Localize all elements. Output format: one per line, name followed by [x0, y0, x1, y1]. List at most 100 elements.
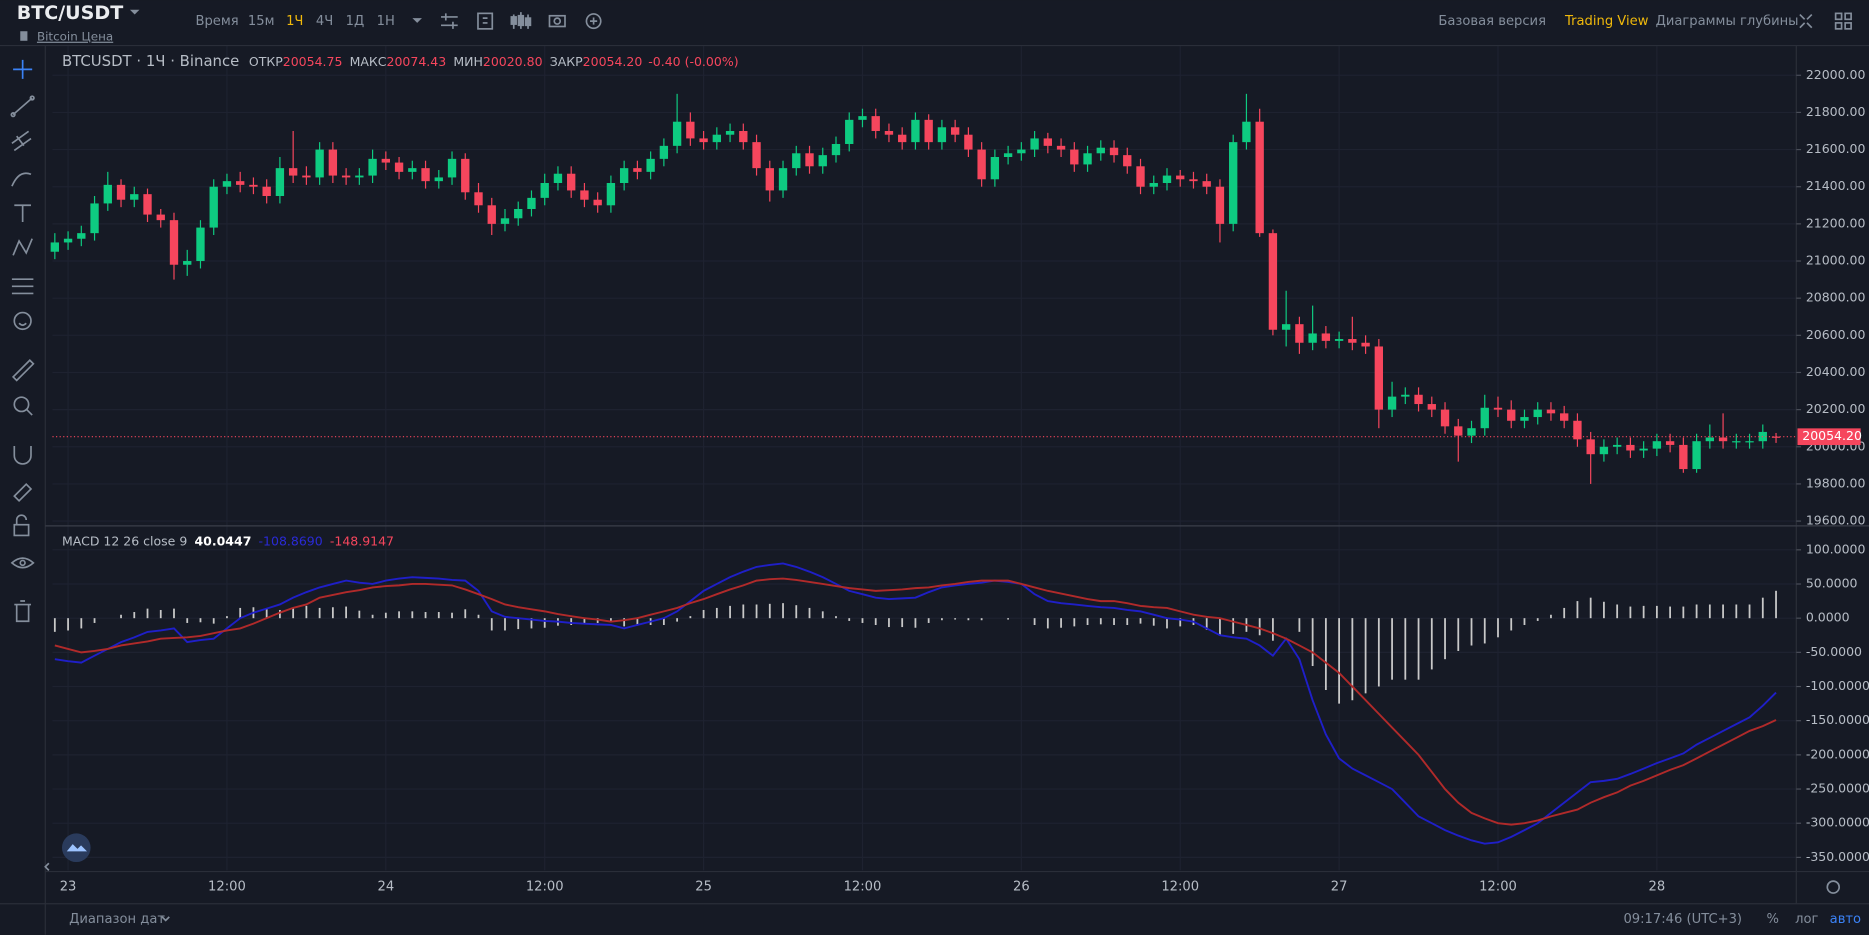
- candle-body: [712, 134, 722, 143]
- candle-body: [1745, 441, 1754, 443]
- candle-body: [1520, 417, 1529, 421]
- candle-body: [699, 138, 708, 143]
- candle-body: [1242, 121, 1251, 143]
- interval[interactable]: 15м: [248, 14, 275, 29]
- y-tick-label: 22000.00: [1806, 67, 1866, 82]
- indicator-line: [54, 562, 1777, 845]
- pair-link[interactable]: Bitcoin Цена: [37, 30, 113, 44]
- settings-icon[interactable]: [1826, 880, 1841, 894]
- collapse-arrow[interactable]: [44, 862, 50, 871]
- interval[interactable]: Время: [195, 14, 238, 29]
- clock: 09:17:46 (UTC+3): [1623, 912, 1742, 927]
- candle-body: [659, 145, 669, 159]
- candle-body: [1096, 147, 1105, 154]
- y-tick-label: -350.0000: [1806, 849, 1869, 864]
- candle-body: [1308, 333, 1317, 343]
- view-tab-active[interactable]: Trading View: [1564, 14, 1649, 29]
- candle-body: [1493, 407, 1503, 410]
- legend-field-label: МАКС: [350, 54, 387, 69]
- candle-body: [567, 173, 576, 191]
- candle-body: [1679, 444, 1688, 470]
- candle-body: [514, 209, 523, 219]
- candle-body: [1176, 175, 1185, 180]
- window-icons[interactable]: [1799, 12, 1852, 30]
- interval[interactable]: 4Ч: [316, 14, 333, 29]
- y-tick-label: 0.0000: [1806, 610, 1850, 625]
- y-tick-label: 21800.00: [1806, 104, 1866, 119]
- candle-body: [990, 156, 1000, 180]
- candle-body: [977, 149, 986, 180]
- interval-dropdown[interactable]: [412, 18, 422, 23]
- candle-body: [937, 127, 947, 143]
- y-tick-label: -300.0000: [1806, 815, 1869, 830]
- legend-field-value: 20054.20: [583, 54, 643, 69]
- candle-body: [619, 168, 629, 184]
- pair-dropdown[interactable]: [129, 9, 140, 15]
- link-icon: [20, 31, 28, 41]
- pair-title[interactable]: BTC/USDT: [17, 2, 124, 24]
- legend-value: 40.0447: [194, 533, 251, 548]
- candle-body: [964, 134, 973, 150]
- candle-body: [1334, 339, 1344, 341]
- candle-body: [672, 121, 682, 146]
- interval[interactable]: 1Д: [346, 14, 365, 29]
- y-tick-label: 50.0000: [1806, 576, 1858, 591]
- legend-field-label: ЗАКР: [550, 54, 583, 69]
- x-tick-label: 25: [695, 880, 712, 895]
- view-tab[interactable]: Диаграммы глубины: [1656, 14, 1799, 29]
- view-tab[interactable]: Базовая версия: [1438, 14, 1546, 29]
- candle-body: [500, 218, 510, 224]
- candle-body: [858, 116, 867, 120]
- legend-value: -148.9147: [330, 533, 394, 548]
- candle-body: [686, 121, 695, 139]
- date-range[interactable]: Диапазон дат: [69, 912, 165, 927]
- candle-body: [222, 181, 232, 187]
- candle-body: [527, 197, 536, 210]
- scale-option[interactable]: лог: [1795, 912, 1818, 927]
- candle-body: [262, 186, 271, 197]
- candle-body: [950, 127, 960, 135]
- candle-body: [447, 158, 457, 178]
- y-tick-label: 21400.00: [1806, 178, 1866, 193]
- candle-body: [805, 153, 814, 167]
- scale-option[interactable]: %: [1766, 912, 1778, 927]
- date-range-caret[interactable]: [161, 916, 170, 922]
- candle-body: [1454, 426, 1463, 436]
- interval-active[interactable]: 1Ч: [286, 14, 303, 29]
- toolbar-icons[interactable]: [441, 12, 602, 30]
- y-tick-label: -100.0000: [1806, 678, 1869, 693]
- y-tick-label: -250.0000: [1806, 781, 1869, 796]
- candle-body: [1017, 149, 1026, 154]
- y-tick-label: 20600.00: [1806, 327, 1866, 342]
- x-tick-label: 12:00: [1479, 880, 1517, 895]
- candle-body: [1374, 346, 1384, 410]
- candle-body: [1440, 409, 1450, 427]
- candle-body: [845, 119, 854, 144]
- interval[interactable]: 1Н: [377, 14, 395, 29]
- candle-body: [1202, 181, 1211, 187]
- candle-body: [196, 227, 205, 262]
- frame: [0, 44, 1869, 935]
- scale-option-active[interactable]: авто: [1830, 912, 1861, 927]
- candle-body: [606, 183, 616, 206]
- candle-body: [1533, 409, 1542, 418]
- macd-legend: MACD 12 26 close 9 40.0447 -108.8690 -148.9…: [62, 533, 394, 548]
- candle-body: [884, 130, 894, 135]
- candle-body: [871, 116, 880, 131]
- candle-body: [1387, 396, 1397, 410]
- candle-body: [1083, 153, 1092, 165]
- legend-title: MACD 12 26 close 9: [62, 533, 187, 548]
- drawing-tools[interactable]: [10, 59, 35, 623]
- indicator-line: [54, 577, 1777, 826]
- x-tick-label: 12:00: [1161, 880, 1199, 895]
- candle-body: [1136, 166, 1145, 187]
- candle-body: [924, 119, 933, 143]
- candle-body: [831, 143, 841, 156]
- candle-body: [1401, 394, 1410, 397]
- legend-field-label: МИН: [453, 54, 483, 69]
- y-tick-label: 21200.00: [1806, 215, 1866, 230]
- candle-body: [143, 194, 152, 215]
- candle-body: [646, 158, 655, 172]
- candle-body: [1321, 333, 1331, 341]
